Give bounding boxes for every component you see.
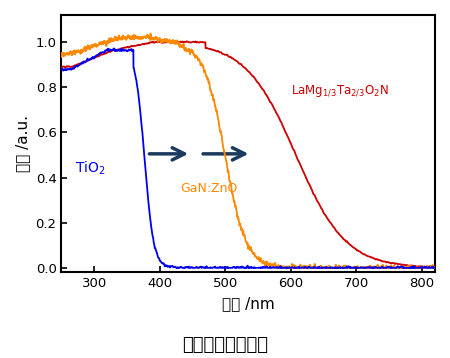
Text: LaMg$_{1/3}$Ta$_{2/3}$O$_2$N: LaMg$_{1/3}$Ta$_{2/3}$O$_2$N — [291, 83, 388, 99]
Y-axis label: 吸収 /a.u.: 吸収 /a.u. — [15, 115, 30, 172]
Text: TiO$_2$: TiO$_2$ — [75, 160, 105, 178]
Text: GaN:ZnO: GaN:ZnO — [180, 182, 238, 195]
Text: 光触媒の吸収波長: 光触媒の吸収波長 — [182, 337, 268, 354]
X-axis label: 波長 /nm: 波長 /nm — [222, 296, 274, 311]
